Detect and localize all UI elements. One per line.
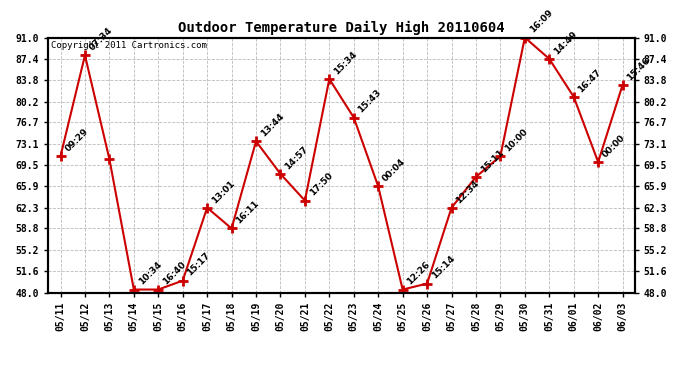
Title: Outdoor Temperature Daily High 20110604: Outdoor Temperature Daily High 20110604: [178, 21, 505, 35]
Text: 00:00: 00:00: [601, 133, 627, 159]
Text: 12:34: 12:34: [454, 178, 481, 205]
Text: 09:29: 09:29: [63, 127, 90, 153]
Text: 16:47: 16:47: [576, 67, 603, 94]
Text: 16:40: 16:40: [161, 260, 188, 287]
Text: 12:26: 12:26: [406, 260, 432, 287]
Text: 10:34: 10:34: [137, 260, 164, 287]
Text: 15:43: 15:43: [357, 88, 383, 115]
Text: 14:57: 14:57: [283, 144, 310, 171]
Text: 13:01: 13:01: [210, 178, 237, 205]
Text: 00:04: 00:04: [381, 157, 407, 184]
Text: 07:34: 07:34: [88, 26, 115, 53]
Text: 17:50: 17:50: [308, 171, 334, 198]
Text: 10:00: 10:00: [503, 127, 529, 153]
Text: 13:44: 13:44: [259, 112, 286, 138]
Text: 16:11: 16:11: [235, 199, 261, 226]
Text: 15:17: 15:17: [186, 251, 213, 278]
Text: 15:11: 15:11: [479, 147, 505, 174]
Text: 14:49: 14:49: [552, 29, 579, 56]
Text: 16:09: 16:09: [528, 8, 554, 35]
Text: Copyright 2011 Cartronics.com: Copyright 2011 Cartronics.com: [51, 41, 207, 50]
Text: 15:34: 15:34: [332, 50, 359, 76]
Text: 15:46: 15:46: [625, 56, 652, 82]
Text: 15:14: 15:14: [430, 254, 457, 281]
